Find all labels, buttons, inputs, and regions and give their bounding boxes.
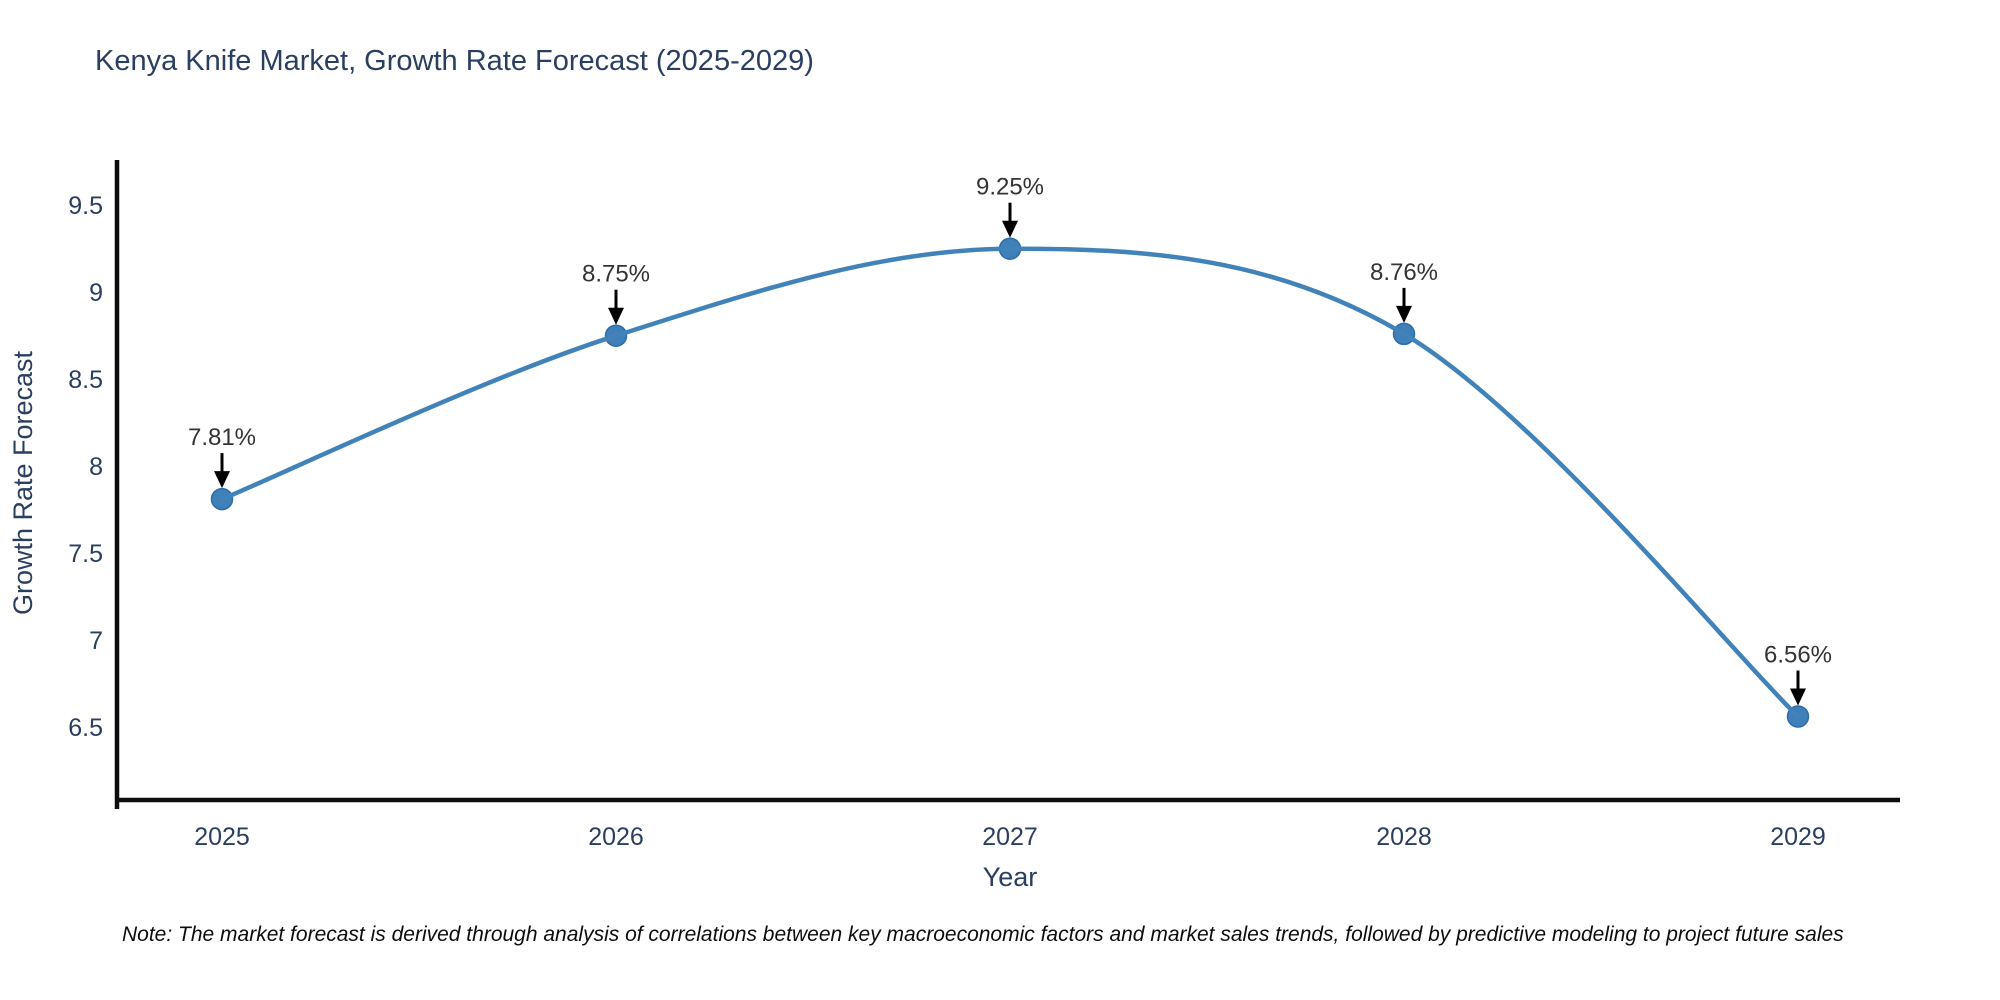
chart-footnote: Note: The market forecast is derived thr… <box>122 923 1844 946</box>
chart-title: Kenya Knife Market, Growth Rate Forecast… <box>95 45 814 77</box>
y-tick-label: 8.5 <box>68 366 103 394</box>
annotation-arrowhead-icon <box>214 471 230 489</box>
y-tick-label: 8 <box>89 453 103 481</box>
y-tick-label: 6.5 <box>68 714 103 742</box>
data-series-layer <box>210 237 1810 728</box>
tick-labels-layer: 6.5 7 7.5 8 8.5 9 9.5 2025 2026 2027 2028 2029 <box>68 192 1826 851</box>
point-value-label: 8.75% <box>582 261 650 288</box>
x-axis-title: Year <box>983 862 1038 892</box>
point-value-label: 8.76% <box>1370 259 1438 286</box>
x-tick-label: 2029 <box>1770 823 1826 851</box>
annotation-arrowhead-icon <box>1396 305 1412 323</box>
y-tick-label: 9.5 <box>68 192 103 220</box>
y-tick-label: 9 <box>89 279 103 307</box>
x-tick-label: 2027 <box>982 823 1038 851</box>
x-tick-label: 2026 <box>588 823 644 851</box>
annotations-layer: 7.81% 8.75% 9.25% 8.76% 6.56% <box>188 174 1832 706</box>
series-line <box>219 246 1801 719</box>
y-tick-label: 7 <box>89 627 103 655</box>
x-tick-label: 2028 <box>1376 823 1432 851</box>
x-tick-label: 2025 <box>194 823 250 851</box>
point-value-label: 7.81% <box>188 424 256 451</box>
axes-layer <box>114 160 1900 809</box>
point-value-label: 6.56% <box>1764 642 1832 669</box>
annotation-arrowhead-icon <box>608 307 624 325</box>
y-tick-label: 7.5 <box>68 540 103 568</box>
y-axis-title: Growth Rate Forecast <box>8 350 38 615</box>
point-value-label: 9.25% <box>976 174 1044 201</box>
annotation-arrowhead-icon <box>1790 688 1806 706</box>
annotation-arrowhead-icon <box>1002 220 1018 238</box>
